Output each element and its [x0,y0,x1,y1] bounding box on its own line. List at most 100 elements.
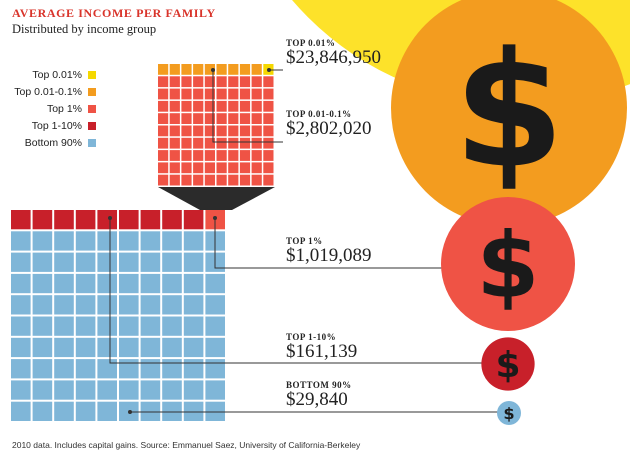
small-grid-cell [169,100,180,112]
small-grid-cell [239,113,251,124]
small-grid-cell [228,174,239,186]
large-grid-cell [119,252,139,272]
circle-top-1-10 [481,337,535,391]
large-grid-cell [32,273,53,294]
small-grid-cell [228,113,239,124]
circle-bottom-90 [497,401,521,425]
small-grid-cell [251,64,262,75]
legend-swatch [88,87,96,96]
small-grid-cell [251,125,262,137]
large-grid-cell [140,295,161,315]
legend-label: Top 1-10% [31,119,82,132]
legend-item: Top 0.01-0.1% [4,83,96,100]
large-grid-cell [140,337,161,358]
small-grid-cell [263,125,274,137]
large-grid-cell [97,295,117,315]
large-grid-cell [32,380,53,400]
source-note: 2010 data. Includes capital gains. Sourc… [12,440,361,450]
large-grid-cell [183,316,204,336]
large-grid-cell [97,231,117,251]
large-grid-cell [32,316,53,336]
large-grid-cell [162,359,182,379]
income-circles: $ $ $ $ [391,0,627,425]
group-label: TOP 0.01% [286,38,336,48]
small-grid-cell [239,100,251,112]
small-grid-cell [181,162,192,174]
large-grid-cell [11,231,31,251]
large-grid-cell [97,337,117,358]
large-grid-cell [162,380,182,400]
large-grid-cell [97,359,117,379]
small-grid-cell [228,125,239,137]
small-grid-cell [239,76,251,88]
small-grid-cell [181,150,192,161]
circle-top-1 [441,197,575,331]
large-grid-cell [32,295,53,315]
group-value: $2,802,020 [286,118,372,139]
large-grid-cell [162,210,182,230]
small-grid-cell [263,88,274,100]
large-grid-cell [140,359,161,379]
small-grid-cell [181,137,192,149]
large-grid-cell [97,380,117,400]
small-grid-cell [193,125,204,137]
large-grid-cell [97,401,117,421]
group-value: $29,840 [286,389,348,410]
small-grid-cell [181,125,192,137]
small-grid-cell [251,113,262,124]
zoom-funnel [158,187,275,210]
small-grid-cell [158,162,169,174]
small-grid-cell [239,162,251,174]
large-grid-cell [162,316,182,336]
large-grid-cell [162,273,182,294]
small-grid-cell [228,88,239,100]
small-grid-cell [158,150,169,161]
large-grid-cell [183,231,204,251]
small-grid-cell [216,88,227,100]
dollar-sign-icon: $ [495,345,520,386]
large-grid-cell [75,401,96,421]
small-grid-cell [216,137,227,149]
small-grid-cell [158,137,169,149]
large-grid-cell [119,273,139,294]
large-grid-cell [54,316,74,336]
small-grid-cell [216,64,227,75]
group-value: $161,139 [286,341,358,362]
large-grid-cell [54,337,74,358]
small-grid-cell [169,125,180,137]
small-grid-cell [263,76,274,88]
small-grid-cell [181,88,192,100]
group-value: $23,846,950 [286,47,381,68]
small-grid-cell [204,88,215,100]
legend-item: Top 1% [4,100,96,117]
large-grid-cell [75,295,96,315]
small-grid-cell [204,150,215,161]
connector-top-1-10 [109,218,484,364]
small-grid-cell [251,137,262,149]
small-grid-cell [169,150,180,161]
small-grid-cell [251,162,262,174]
small-grid-cell [263,174,274,186]
legend-swatch [88,70,96,79]
large-grid-cell [205,337,225,358]
small-grid-cell [158,76,169,88]
small-grid-cell [169,137,180,149]
small-grid-cell [239,137,251,149]
large-grid-cell [140,401,161,421]
large-grid-cell [140,252,161,272]
small-grid-cell [239,88,251,100]
large-grid-cell [119,380,139,400]
large-grid-cell [11,252,31,272]
small-grid-cell [181,64,192,75]
small-grid-cell [216,100,227,112]
connector-bottom-90-dot [128,410,132,414]
small-grid-cell [251,100,262,112]
small-grid-cell [193,76,204,88]
large-grid-cell [183,359,204,379]
large-grid-cell [11,380,31,400]
large-grid-cell [140,231,161,251]
large-grid-cell [11,359,31,379]
large-grid-cell [32,337,53,358]
dollar-sign-icon: $ [503,404,514,423]
large-grid-cell [183,210,204,230]
